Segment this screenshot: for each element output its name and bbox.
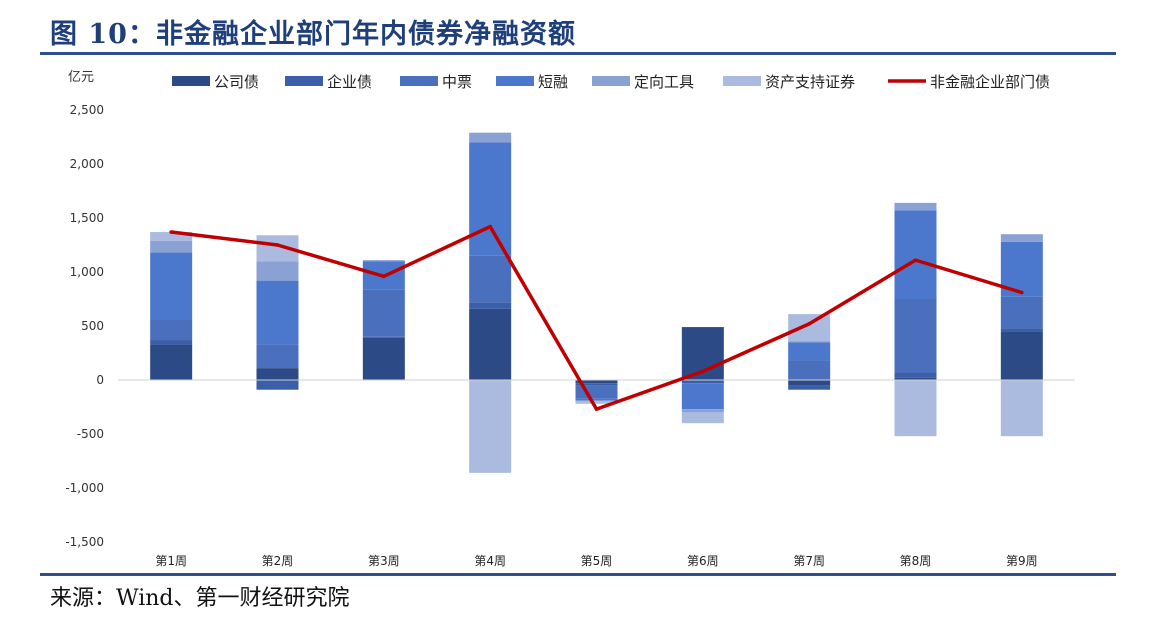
bar-segment (788, 342, 831, 361)
bar-segment (469, 308, 512, 380)
bar-segment (256, 344, 299, 369)
bar-segment (150, 319, 193, 341)
bar-segment (894, 202, 937, 211)
bar-segment (788, 314, 831, 342)
bar-segment (1000, 328, 1043, 332)
line-point (382, 274, 386, 279)
y-tick-label: -1,500 (65, 535, 104, 549)
bar-segment (256, 261, 299, 281)
bar-segment (575, 398, 618, 401)
line-point (594, 407, 599, 411)
x-tick-label: 第8周 (900, 554, 932, 568)
bar-segment (681, 383, 724, 410)
legend-swatch (400, 76, 438, 86)
bar-segment (788, 360, 831, 380)
y-axis: -1,500 -1,000 -500 0 500 1,000 1,500 2,000 2,500 (65, 103, 104, 549)
line-series (169, 224, 1024, 411)
bar-segment (469, 380, 512, 473)
legend-label: 定向工具 (634, 73, 694, 91)
legend-label: 非金融企业部门债 (930, 73, 1050, 91)
bar-segment (788, 341, 831, 343)
y-tick-label: 1,500 (70, 211, 104, 225)
top-rule (40, 52, 1116, 55)
bars (150, 132, 1043, 473)
line-point (1020, 290, 1024, 295)
y-tick-label: 2,500 (70, 103, 104, 117)
bar-segment (681, 380, 724, 384)
x-axis: 第1周 第2周 第3周 第4周 第5周 第6周 第7周 第8周 第9周 (155, 554, 1037, 568)
bar-segment (469, 302, 512, 309)
bar-segment (681, 409, 724, 413)
bar-segment (469, 255, 512, 303)
line-point (807, 322, 811, 326)
y-tick-label: 500 (81, 319, 104, 333)
y-tick-label: 2,000 (70, 157, 104, 171)
bar-segment (894, 380, 937, 437)
line-point (275, 243, 280, 247)
x-tick-label: 第5周 (581, 554, 613, 568)
line-point (169, 230, 173, 234)
bar-segment (575, 383, 618, 386)
bar-segment (788, 385, 831, 390)
line-point (488, 224, 492, 229)
legend: 公司债 企业债 中票 短融 定向工具 资产支持证券 非金融企业部门债 (172, 73, 1050, 91)
bar-segment (788, 380, 831, 386)
y-tick-label: -1,000 (65, 481, 104, 495)
bar-segment (256, 380, 299, 390)
line-point (913, 258, 918, 262)
legend-label: 资产支持证券 (765, 73, 855, 91)
bar-segment (575, 400, 618, 404)
bar-segment (681, 412, 724, 424)
bar-segment (894, 299, 937, 373)
x-tick-label: 第3周 (368, 554, 400, 568)
x-tick-label: 第7周 (793, 554, 825, 568)
bar-segment (150, 240, 193, 253)
bar-segment (469, 132, 512, 143)
x-tick-label: 第9周 (1006, 554, 1038, 568)
legend-label: 中票 (442, 73, 472, 91)
bar-segment (256, 368, 299, 380)
x-tick-label: 第4周 (474, 554, 506, 568)
x-tick-label: 第6周 (687, 554, 719, 568)
y-unit-label: 亿元 (68, 70, 94, 85)
legend-swatch (496, 76, 534, 86)
bar-segment (1000, 296, 1043, 329)
figure-title: 图 10：非金融企业部门年内债券净融资额 (50, 19, 576, 50)
bar-segment (1000, 331, 1043, 380)
bar-segment (150, 232, 193, 241)
legend-label: 公司债 (214, 73, 259, 91)
y-tick-label: 0 (96, 373, 104, 387)
line-point (701, 369, 705, 374)
bar-segment (894, 377, 937, 380)
bar-segment (575, 380, 618, 384)
legend-swatch (285, 76, 323, 86)
bar-segment (362, 337, 405, 380)
x-tick-label: 第1周 (155, 554, 187, 568)
bottom-rule (40, 573, 1116, 576)
bar-segment (469, 142, 512, 256)
bar-segment (1000, 380, 1043, 437)
x-tick-label: 第2周 (262, 554, 294, 568)
bar-segment (362, 260, 405, 262)
legend-label: 企业债 (327, 73, 372, 91)
bar-segment (256, 280, 299, 345)
bar-segment (894, 372, 937, 378)
legend-swatch (723, 76, 761, 86)
legend-swatch (592, 76, 630, 86)
legend-swatch (172, 76, 210, 86)
y-tick-label: -500 (77, 427, 104, 441)
bar-segment (362, 336, 405, 338)
bar-segment (1000, 234, 1043, 242)
y-tick-label: 1,000 (70, 265, 104, 279)
bar-segment (894, 210, 937, 299)
source-note: 来源：Wind、第一财经研究院 (50, 586, 350, 611)
bar-segment (150, 340, 193, 345)
bar-segment (362, 289, 405, 337)
bar-segment (150, 252, 193, 320)
legend-label: 短融 (538, 73, 568, 91)
bar-segment (150, 344, 193, 380)
